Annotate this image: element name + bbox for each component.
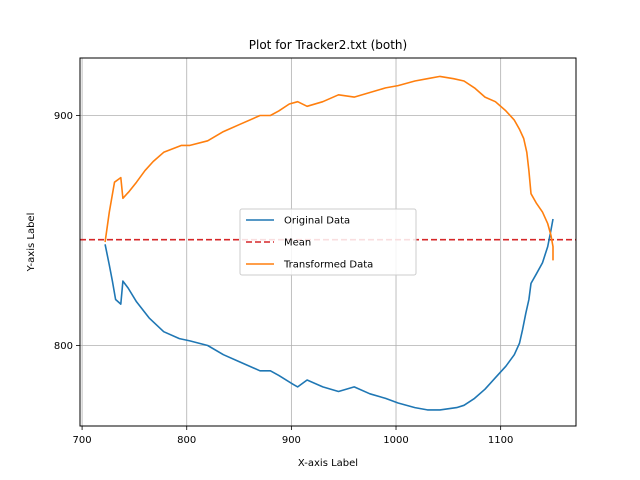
x-tick-label: 800 — [177, 435, 196, 446]
y-tick-label: 800 — [54, 341, 73, 352]
x-axis-label: X-axis Label — [298, 458, 358, 469]
chart-title: Plot for Tracker2.txt (both) — [249, 38, 407, 52]
x-tick-label: 1000 — [383, 435, 408, 446]
legend-label-mean: Mean — [284, 238, 311, 249]
x-tick-label: 700 — [73, 435, 92, 446]
original-data-line — [104, 218, 554, 411]
legend-box — [239, 208, 417, 276]
legend-label-original-data: Original Data — [284, 216, 350, 227]
transformed-data-line — [104, 75, 554, 261]
series-layer — [104, 75, 554, 411]
y-axis-label: Y-axis Label — [26, 213, 37, 273]
plot-frame — [79, 57, 577, 427]
legend-label-transformed-data: Transformed Data — [283, 260, 373, 271]
axis-ticks: 700 800 900 1000 1100 800 900 — [54, 111, 513, 446]
legend: Original Data Mean Transformed Data — [239, 208, 417, 276]
x-tick-label: 900 — [282, 435, 301, 446]
x-tick-label: 1100 — [488, 435, 513, 446]
y-tick-label: 900 — [54, 111, 73, 122]
